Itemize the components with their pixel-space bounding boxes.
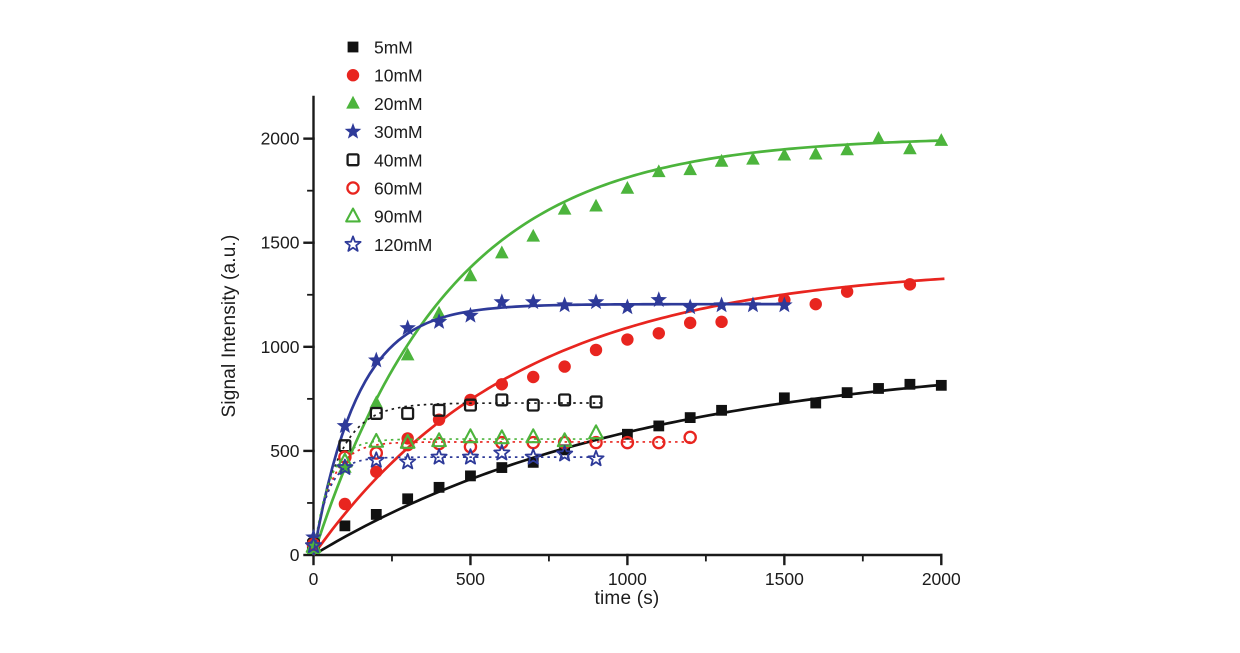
axes xyxy=(303,95,943,566)
series-120mM xyxy=(304,444,605,556)
legend-item-5mM: 5mM xyxy=(347,38,413,58)
tick-labels: 0 500 1000 1500 2000 0 500 1000 1500 2000 xyxy=(261,129,961,589)
x-tick-label: 1500 xyxy=(765,569,804,589)
fit-line-5mM xyxy=(312,383,940,557)
points-120mM xyxy=(304,444,605,553)
points-5mM xyxy=(308,378,947,549)
fit-line-10mM xyxy=(312,277,945,556)
legend-item-90mM: 90mM xyxy=(345,207,423,227)
legend-marker-circle-open xyxy=(346,181,360,195)
legend-label-60mM: 60mM xyxy=(374,179,423,199)
x-tick-label: 2000 xyxy=(922,569,961,589)
x-axis-title: time (s) xyxy=(0,588,1240,610)
legend-label-5mM: 5mM xyxy=(374,38,413,58)
fit-line-30mM xyxy=(312,302,790,556)
x-tick-label: 1000 xyxy=(608,569,647,589)
legend-label-10mM: 10mM xyxy=(374,66,423,86)
legend: 5mM 10mM 20mM 30mM 40mM 60mM 90mM 120mM xyxy=(344,38,432,255)
legend-marker-triangle-open xyxy=(345,207,361,223)
legend-item-40mM: 40mM xyxy=(346,150,423,170)
legend-label-90mM: 90mM xyxy=(374,207,423,227)
series-30mM xyxy=(305,291,793,556)
legend-marker-star-filled xyxy=(344,122,362,139)
series-5mM xyxy=(308,378,947,557)
x-tick-label: 500 xyxy=(456,569,485,589)
x-axis-title-text: time (s) xyxy=(594,588,660,609)
legend-marker-square-filled xyxy=(347,41,359,53)
fit-line-60mM xyxy=(312,441,695,556)
y-axis-title-text: Signal Intensity (a.u.) xyxy=(219,234,240,418)
legend-marker-triangle-filled xyxy=(346,95,360,109)
legend-marker-circle-filled xyxy=(346,69,360,82)
fit-line-40mM xyxy=(312,402,601,556)
fit-line-90mM xyxy=(312,438,601,556)
legend-item-20mM: 20mM xyxy=(346,94,423,114)
y-tick-label: 2000 xyxy=(261,129,300,149)
points-40mM xyxy=(306,393,603,552)
legend-item-60mM: 60mM xyxy=(346,179,423,199)
legend-label-30mM: 30mM xyxy=(374,122,423,142)
legend-item-120mM: 120mM xyxy=(344,235,432,255)
legend-item-30mM: 30mM xyxy=(344,122,423,142)
legend-marker-star-open xyxy=(344,235,362,252)
y-tick-label: 0 xyxy=(290,545,300,565)
fit-line-20mM xyxy=(312,139,945,556)
legend-label-40mM: 40mM xyxy=(374,150,423,170)
x-tick-label: 0 xyxy=(309,569,319,589)
points-30mM xyxy=(305,291,793,545)
fit-line-120mM xyxy=(312,456,597,556)
legend-item-10mM: 10mM xyxy=(346,66,423,86)
legend-label-20mM: 20mM xyxy=(374,94,423,114)
y-tick-label: 500 xyxy=(270,441,299,461)
y-tick-label: 1500 xyxy=(261,233,300,253)
legend-label-120mM: 120mM xyxy=(374,235,432,255)
series-40mM xyxy=(306,393,603,556)
series-60mM xyxy=(306,430,697,556)
legend-marker-square-open xyxy=(346,153,360,167)
y-tick-label: 1000 xyxy=(261,337,300,357)
